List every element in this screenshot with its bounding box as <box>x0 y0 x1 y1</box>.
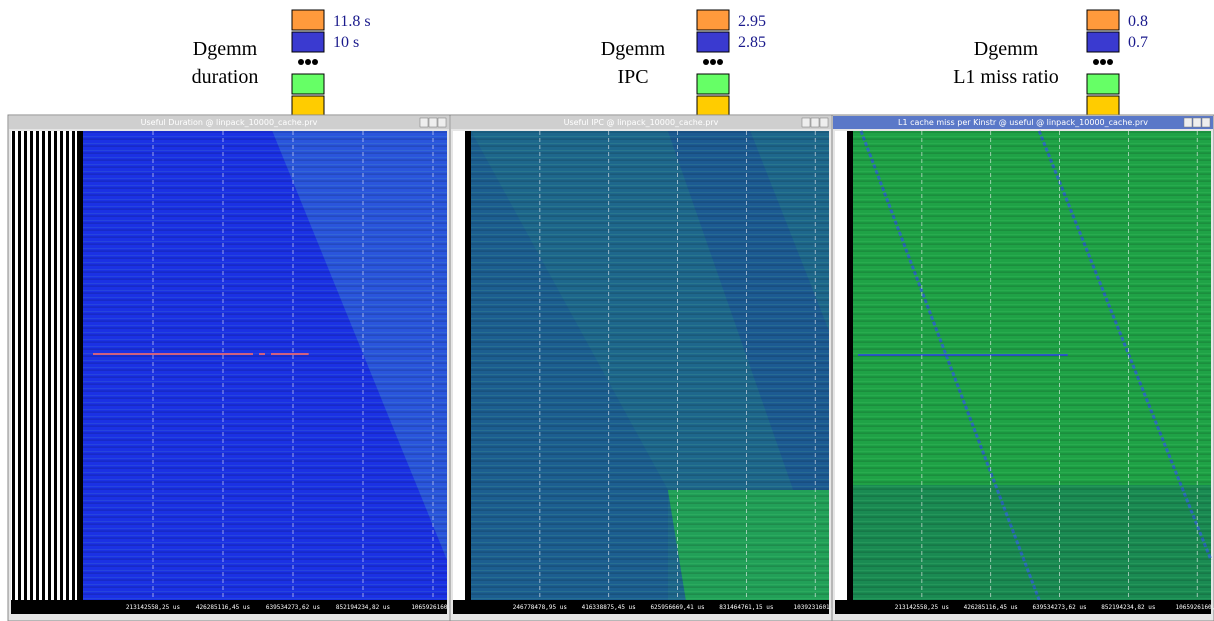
legend-swatch <box>697 32 729 52</box>
window-title: Useful Duration @ linpack_10000_cache.pr… <box>141 118 318 127</box>
legend-swatch <box>697 10 729 30</box>
metric-label: Dgemm <box>601 38 666 60</box>
time-label: 213142558,25 us <box>126 604 181 611</box>
legend-dot <box>305 59 311 65</box>
legend-swatch <box>1087 10 1119 30</box>
time-label: 852194234,82 us <box>1101 604 1156 611</box>
legend-dot <box>312 59 318 65</box>
legend-dot <box>710 59 716 65</box>
row-labels-edge <box>77 131 83 600</box>
legend-dot <box>1100 59 1106 65</box>
legend-swatch <box>1087 32 1119 52</box>
time-label: 246778478,95 us <box>513 604 568 611</box>
window-button <box>1202 118 1210 127</box>
window-button <box>420 118 428 127</box>
legend-value: 0.7 <box>1128 34 1148 51</box>
time-label: 1065926160,0 <box>1176 604 1214 611</box>
metric-label: duration <box>192 66 259 88</box>
legend-dot <box>1107 59 1113 65</box>
window-button <box>820 118 828 127</box>
legend-swatch <box>292 32 324 52</box>
window-button <box>802 118 810 127</box>
timeline-rows <box>471 131 829 600</box>
time-label: 426285116,45 us <box>964 604 1019 611</box>
row-labels-edge <box>847 131 853 600</box>
legend-dot <box>1093 59 1099 65</box>
legend-swatch <box>292 74 324 94</box>
time-label: 625956669,41 us <box>650 604 705 611</box>
legend-dot <box>298 59 304 65</box>
metric-label: L1 miss ratio <box>953 66 1059 88</box>
legend-swatch <box>292 96 324 115</box>
metric-label: Dgemm <box>193 38 258 60</box>
legend-swatch <box>292 10 324 30</box>
window-button <box>1184 118 1192 127</box>
legend-dot <box>717 59 723 65</box>
screenshot: Dgemm duration 11.8 s 10 s Useful Duration @… <box>0 0 1214 621</box>
legend-swatch <box>1087 74 1119 94</box>
time-label: 1065926160,0 <box>411 604 455 611</box>
time-label: 426285116,45 us <box>196 604 251 611</box>
metric-label: Dgemm <box>974 38 1039 60</box>
legend-swatch <box>697 96 729 115</box>
time-label: 852194234,82 us <box>336 604 391 611</box>
legend-value: 2.95 <box>738 13 766 30</box>
legend-value: 2.85 <box>738 34 766 51</box>
timeline-rows <box>83 131 447 600</box>
legend-dot <box>703 59 709 65</box>
row-labels <box>11 131 83 600</box>
legend-swatch <box>697 74 729 94</box>
time-label: 639534273,62 us <box>266 604 321 611</box>
time-label: 213142558,25 us <box>895 604 950 611</box>
window-title: L1 cache miss per Kinstr @ useful @ linp… <box>898 118 1148 127</box>
window-button <box>438 118 446 127</box>
legend-swatch <box>1087 96 1119 115</box>
legend-value: 11.8 s <box>333 13 371 30</box>
legend-value: 0.8 <box>1128 13 1148 30</box>
window-button <box>429 118 437 127</box>
row-labels-edge <box>465 131 471 600</box>
time-label: 416338875,45 us <box>582 604 637 611</box>
timeline-rows <box>853 131 1211 600</box>
time-label: 1039231601,9 <box>794 604 838 611</box>
metric-label: IPC <box>617 66 648 88</box>
window-button <box>811 118 819 127</box>
legend-value: 10 s <box>333 34 359 51</box>
time-label: 831464761,15 us <box>719 604 774 611</box>
window-title: Useful IPC @ linpack_10000_cache.prv <box>564 118 719 127</box>
window-button <box>1193 118 1201 127</box>
time-label: 639534273,62 us <box>1032 604 1087 611</box>
